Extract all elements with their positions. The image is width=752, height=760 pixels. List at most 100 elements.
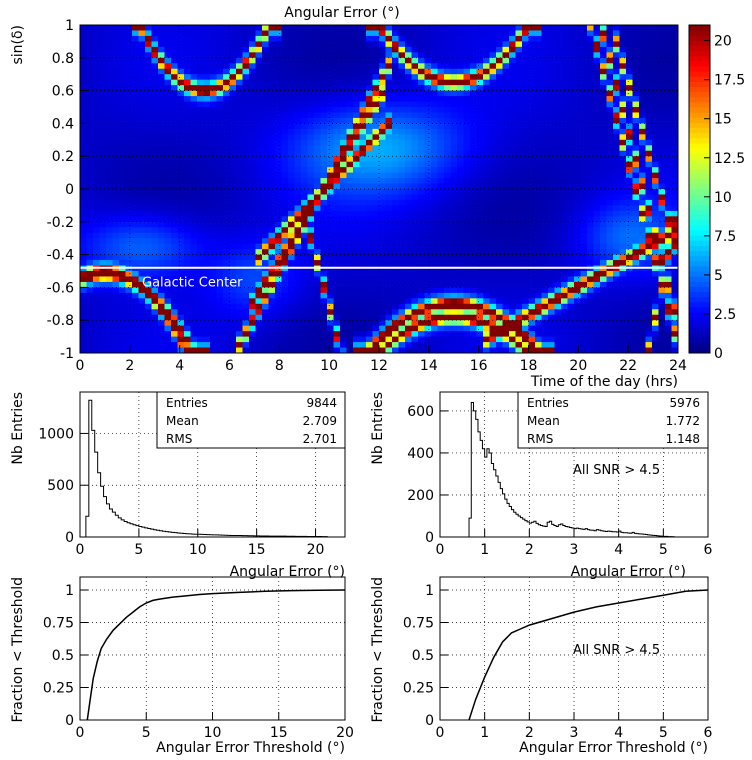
heatmap-cell <box>463 178 471 185</box>
heatmap-cell <box>307 52 315 59</box>
heatmap-cell <box>125 249 133 256</box>
heatmap-cell <box>541 287 549 294</box>
heatmap-cell <box>450 172 458 179</box>
heatmap-cell <box>164 271 172 278</box>
heatmap-cell <box>320 25 328 32</box>
heatmap-cell <box>398 145 406 152</box>
heatmap-cell <box>320 309 328 316</box>
heatmap-cell <box>379 271 387 278</box>
heatmap-cell <box>470 210 478 217</box>
heatmap-cell <box>561 156 569 163</box>
heatmap-cell <box>223 194 231 201</box>
heatmap-cell <box>268 287 276 294</box>
heatmap-cell <box>223 178 231 185</box>
heatmap-cell <box>236 243 244 250</box>
heatmap-cell <box>112 249 120 256</box>
heatmap-cell <box>281 30 289 37</box>
heatmap-cell <box>444 194 452 201</box>
heatmap-cell <box>528 189 536 196</box>
heatmap-cell <box>561 68 569 75</box>
heatmap-cell <box>346 276 354 283</box>
heatmap-cell <box>463 320 471 327</box>
heatmap-cell <box>385 254 393 261</box>
heatmap-cell <box>301 134 309 141</box>
heatmap-cell <box>320 117 328 124</box>
heatmap-cell <box>255 85 263 92</box>
heatmap-cell <box>606 336 614 343</box>
heatmap-cell <box>554 238 562 245</box>
heatmap-cell <box>353 221 361 228</box>
heatmap-cell <box>522 336 530 343</box>
heatmap-cell <box>431 331 439 338</box>
heatmap-cell <box>489 309 497 316</box>
heatmap-cell <box>242 178 250 185</box>
heatmap-cell <box>93 342 101 349</box>
heatmap-cell <box>229 123 237 130</box>
heatmap-cell <box>509 41 517 48</box>
heatmap-cell <box>346 35 354 42</box>
heatmap-cell <box>437 35 445 42</box>
heatmap-cell <box>86 52 94 59</box>
heatmap-cell <box>398 90 406 97</box>
heatmap-cell <box>93 298 101 305</box>
heatmap-cell <box>561 123 569 130</box>
heatmap-cell <box>112 57 120 64</box>
heatmap-cell <box>600 74 608 81</box>
heatmap-cell <box>457 199 465 206</box>
heatmap-cell <box>580 134 588 141</box>
heatmap-cell <box>502 199 510 206</box>
heatmap-cell <box>359 117 367 124</box>
heatmap-cell <box>515 325 523 332</box>
heatmap-cell <box>132 167 140 174</box>
heatmap-cell <box>210 167 218 174</box>
heatmap-cell <box>411 128 419 135</box>
heatmap-cell <box>262 287 270 294</box>
heatmap-cell <box>353 309 361 316</box>
heatmap-cell <box>320 145 328 152</box>
heatmap-cell <box>216 41 224 48</box>
heatmap-cell <box>561 254 569 261</box>
heatmap-cell <box>307 221 315 228</box>
heatmap-cell <box>151 150 159 157</box>
heatmap-cell <box>268 156 276 163</box>
heatmap-cell <box>190 254 198 261</box>
heatmap-cell <box>106 161 114 168</box>
heatmap-cell <box>262 189 270 196</box>
heatmap-cell <box>411 281 419 288</box>
heatmap-cell <box>340 96 348 103</box>
heatmap-cell <box>437 85 445 92</box>
heatmap-cell <box>463 281 471 288</box>
heatmap-cell <box>281 107 289 114</box>
heatmap-cell <box>210 194 218 201</box>
heatmap-cell <box>398 199 406 206</box>
heatmap-cell <box>502 281 510 288</box>
heatmap-cell <box>359 101 367 108</box>
heatmap-cell <box>528 156 536 163</box>
heatmap-cell <box>489 216 497 223</box>
heatmap-cell <box>216 52 224 59</box>
heatmap-cell <box>333 210 341 217</box>
heatmap-cell <box>567 156 575 163</box>
heatmap-cell <box>593 271 601 278</box>
heatmap-cell <box>515 336 523 343</box>
heatmap-cell <box>327 227 335 234</box>
heatmap-cell <box>314 85 322 92</box>
heatmap-cell <box>496 254 504 261</box>
heatmap-cell <box>307 35 315 42</box>
heatmap-cell <box>197 52 205 59</box>
heatmap-cell <box>229 150 237 157</box>
heatmap-cell <box>567 205 575 212</box>
heatmap-cell <box>600 25 608 32</box>
heatmap-cell <box>437 90 445 97</box>
heatmap-cell <box>210 189 218 196</box>
heatmap-cell <box>353 25 361 32</box>
heatmap-cell <box>418 210 426 217</box>
heatmap-cell <box>522 41 530 48</box>
heatmap-cell <box>580 35 588 42</box>
heatmap-cell <box>424 112 432 119</box>
heatmap-cell <box>262 298 270 305</box>
heatmap-cell <box>138 101 146 108</box>
heatmap-cell <box>548 46 556 53</box>
heatmap-cell <box>372 320 380 327</box>
heatmap-cell <box>229 90 237 97</box>
